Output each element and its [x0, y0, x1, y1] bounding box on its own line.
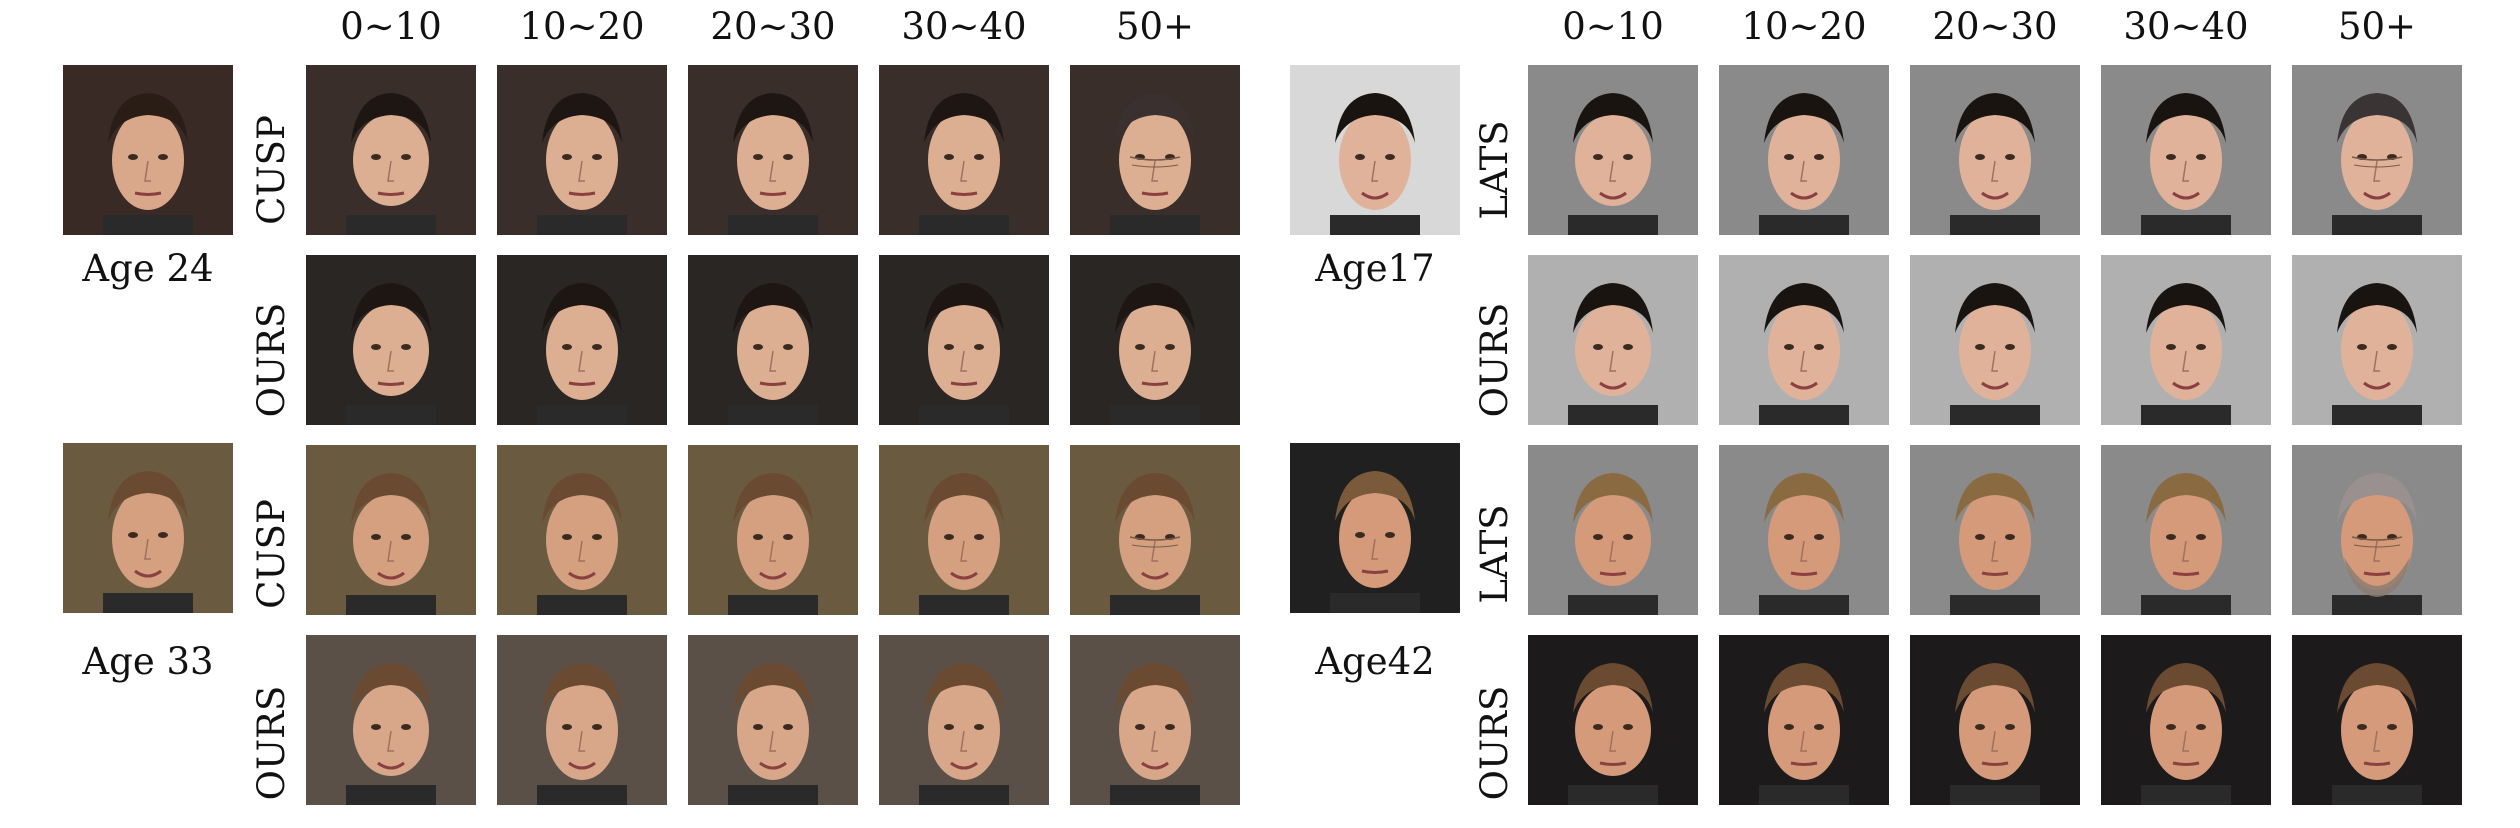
lats-output-subject4-col2: [1910, 445, 2080, 615]
ours-output-subject1-col0: [306, 255, 476, 425]
ours-output-subject3-col0: [1528, 255, 1698, 425]
ours-output-subject4-col2: [1910, 635, 2080, 805]
row-label-cusp-1: CUSP: [250, 115, 293, 225]
cusp-output-subject2-col0: [306, 445, 476, 615]
cusp-output-subject2-col2: [688, 445, 858, 615]
ours-output-subject2-col4: [1070, 635, 1240, 805]
cusp-output-subject2-col4: [1070, 445, 1240, 615]
cusp-output-subject1-col3: [879, 65, 1049, 235]
ours-output-subject3-col2: [1910, 255, 2080, 425]
ours-output-subject4-col4: [2292, 635, 2462, 805]
input-photo-left-2: [63, 443, 233, 613]
cusp-output-subject2-col3: [879, 445, 1049, 615]
ours-output-subject2-col2: [688, 635, 858, 805]
lats-output-subject4-col0: [1528, 445, 1698, 615]
ours-output-subject2-col3: [879, 635, 1049, 805]
age-header-right-3: 30∼40: [2123, 5, 2249, 48]
row-label-ours-4: OURS: [1473, 685, 1516, 801]
input-photo-right-2: [1290, 443, 1460, 613]
lats-output-subject3-col2: [1910, 65, 2080, 235]
age-header-right-0: 0∼10: [1562, 5, 1664, 48]
ours-output-subject4-col1: [1719, 635, 1889, 805]
row-label-cusp-2: CUSP: [250, 499, 293, 609]
cusp-output-subject1-col0: [306, 65, 476, 235]
row-label-ours-3: OURS: [1473, 302, 1516, 418]
ours-output-subject2-col1: [497, 635, 667, 805]
ours-output-subject1-col2: [688, 255, 858, 425]
input-age-label-left-1: Age 24: [82, 247, 214, 290]
age-header-left-1: 10∼20: [519, 5, 645, 48]
lats-output-subject4-col3: [2101, 445, 2271, 615]
input-photo-left-1: [63, 65, 233, 235]
ours-output-subject2-col0: [306, 635, 476, 805]
lats-output-subject3-col4: [2292, 65, 2462, 235]
lats-output-subject3-col1: [1719, 65, 1889, 235]
input-photo-right-1: [1290, 65, 1460, 235]
lats-output-subject3-col0: [1528, 65, 1698, 235]
cusp-output-subject1-col1: [497, 65, 667, 235]
lats-output-subject4-col1: [1719, 445, 1889, 615]
ours-output-subject4-col3: [2101, 635, 2271, 805]
ours-output-subject1-col4: [1070, 255, 1240, 425]
ours-output-subject3-col1: [1719, 255, 1889, 425]
ours-output-subject3-col3: [2101, 255, 2271, 425]
row-label-ours-2: OURS: [250, 685, 293, 801]
age-header-left-4: 50+: [1115, 5, 1195, 48]
age-header-left-3: 30∼40: [901, 5, 1027, 48]
ours-output-subject4-col0: [1528, 635, 1698, 805]
ours-output-subject1-col3: [879, 255, 1049, 425]
cusp-output-subject1-col2: [688, 65, 858, 235]
age-header-right-2: 20∼30: [1932, 5, 2058, 48]
age-header-right-4: 50+: [2337, 5, 2417, 48]
row-label-ours-1: OURS: [250, 302, 293, 418]
lats-output-subject3-col3: [2101, 65, 2271, 235]
input-age-label-right-2: Age42: [1315, 640, 1435, 683]
lats-output-subject4-col4: [2292, 445, 2462, 615]
cusp-output-subject1-col4: [1070, 65, 1240, 235]
cusp-output-subject2-col1: [497, 445, 667, 615]
row-label-lats-1: LATS: [1473, 120, 1516, 220]
input-age-label-left-2: Age 33: [82, 640, 214, 683]
ours-output-subject1-col1: [497, 255, 667, 425]
age-header-left-2: 20∼30: [710, 5, 836, 48]
row-label-lats-2: LATS: [1473, 504, 1516, 604]
ours-output-subject3-col4: [2292, 255, 2462, 425]
input-age-label-right-1: Age17: [1315, 247, 1435, 290]
age-header-right-1: 10∼20: [1741, 5, 1867, 48]
age-header-left-0: 0∼10: [340, 5, 442, 48]
